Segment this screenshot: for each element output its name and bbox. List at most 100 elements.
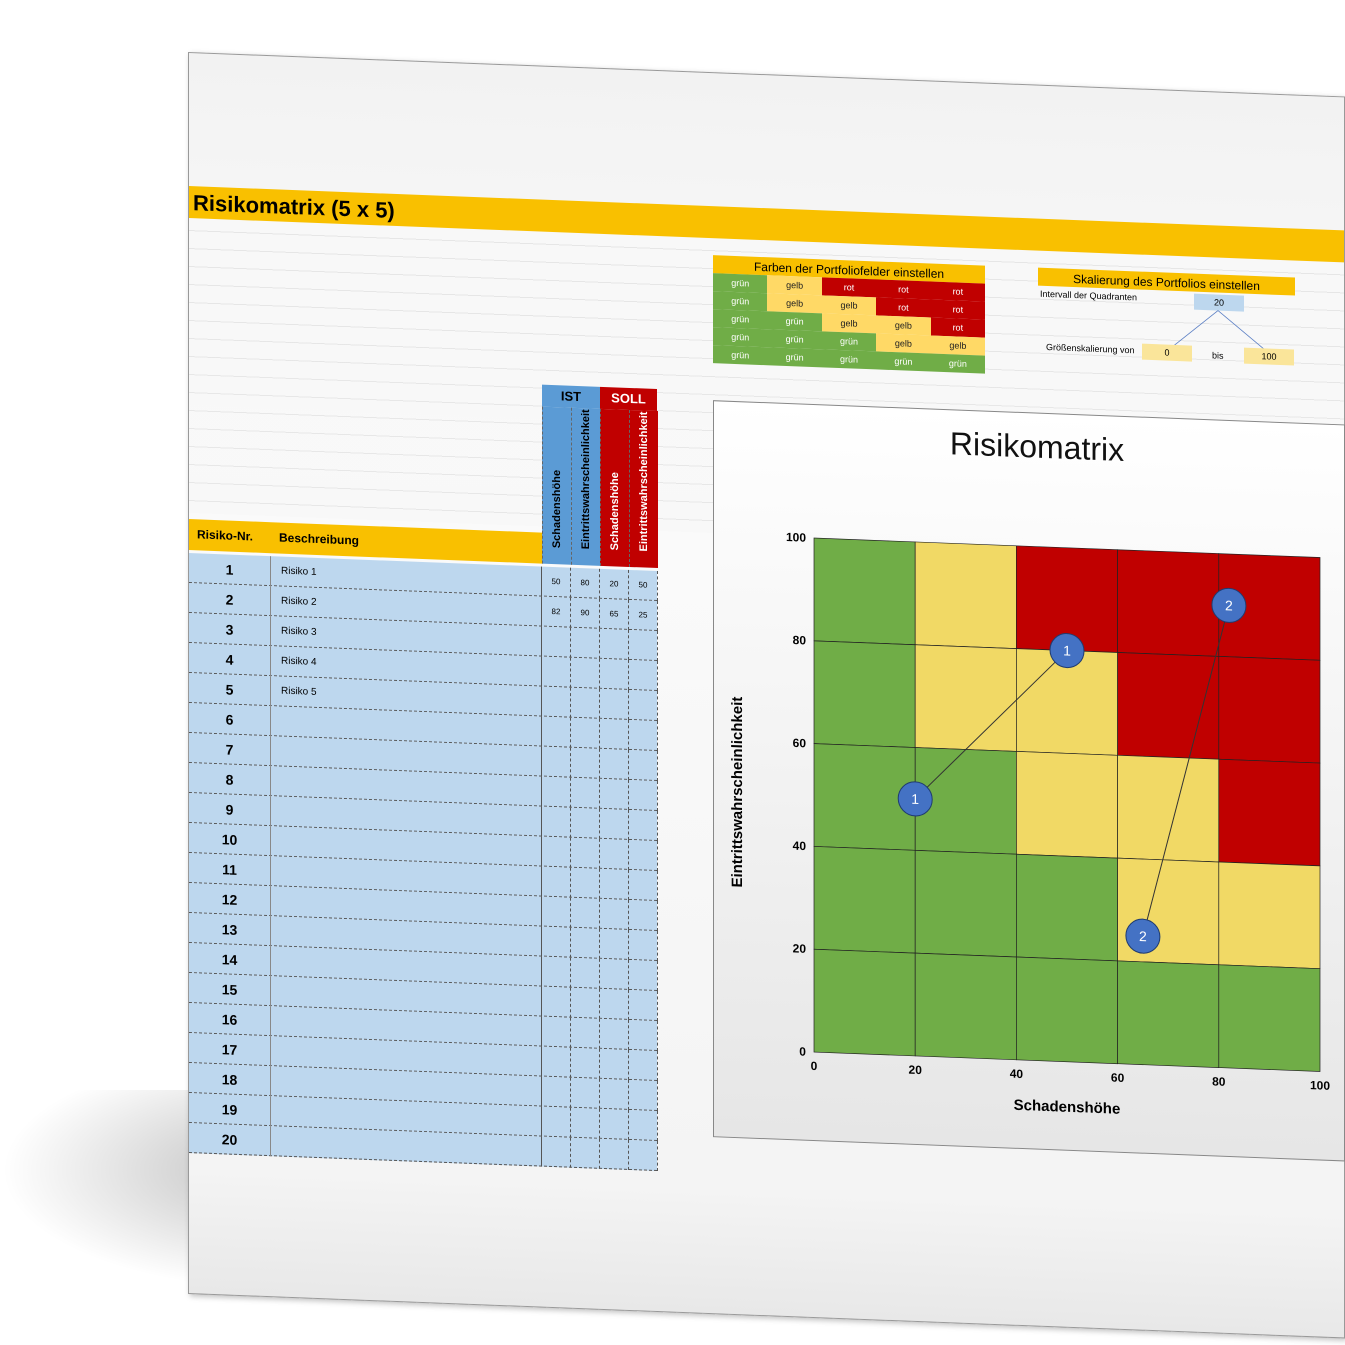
cell-nr[interactable]: 5: [189, 673, 271, 707]
cell-soll_s[interactable]: [600, 718, 629, 750]
color-cell[interactable]: rot: [876, 297, 931, 318]
cell-ist_s[interactable]: [542, 656, 571, 688]
color-cell[interactable]: rot: [821, 277, 877, 298]
color-cell[interactable]: rot: [876, 279, 931, 300]
cell-soll_s[interactable]: [600, 1048, 629, 1080]
cell-soll_s[interactable]: [600, 958, 629, 990]
cell-ist_s[interactable]: [542, 1046, 571, 1078]
color-cell[interactable]: grün: [821, 331, 877, 352]
cell-nr[interactable]: 6: [189, 703, 271, 737]
cell-ist_s[interactable]: [542, 956, 571, 988]
color-cell[interactable]: rot: [930, 299, 986, 320]
cell-soll_s[interactable]: [600, 688, 629, 720]
color-cell[interactable]: grün: [713, 309, 768, 330]
cell-ist_s[interactable]: [542, 896, 571, 928]
color-cell[interactable]: gelb: [876, 333, 931, 354]
cell-nr[interactable]: 11: [189, 853, 271, 887]
cell-nr[interactable]: 16: [189, 1003, 271, 1037]
cell-nr[interactable]: 12: [189, 883, 271, 917]
cell-soll_w[interactable]: 25: [629, 599, 658, 632]
color-cell[interactable]: grün: [713, 273, 768, 294]
cell-soll_s[interactable]: [600, 1138, 629, 1170]
cell-soll_s[interactable]: 20: [600, 568, 629, 600]
color-cell[interactable]: grün: [713, 291, 768, 312]
cell-ist_w[interactable]: [571, 927, 600, 959]
cell-ist_s[interactable]: [542, 776, 571, 808]
cell-ist_s[interactable]: [542, 746, 571, 778]
cell-ist_s[interactable]: [542, 1136, 571, 1168]
cell-soll_s[interactable]: [600, 928, 629, 960]
cell-soll_w[interactable]: [629, 899, 658, 932]
cell-ist_w[interactable]: [571, 1017, 600, 1049]
color-cell[interactable]: grün: [876, 351, 931, 372]
cell-nr[interactable]: 2: [189, 583, 271, 617]
cell-nr[interactable]: 19: [189, 1093, 271, 1127]
cell-nr[interactable]: 18: [189, 1063, 271, 1097]
cell-ist_w[interactable]: [571, 1077, 600, 1109]
color-cell[interactable]: grün: [930, 353, 986, 374]
cell-ist_w[interactable]: [571, 807, 600, 839]
cell-soll_w[interactable]: [629, 629, 658, 662]
scale-from-input[interactable]: 0: [1142, 343, 1192, 362]
cell-ist_w[interactable]: 90: [571, 597, 600, 629]
color-cell[interactable]: grün: [713, 327, 768, 348]
cell-ist_w[interactable]: [571, 1137, 600, 1169]
cell-ist_w[interactable]: [571, 717, 600, 749]
scale-to-input[interactable]: 100: [1244, 347, 1294, 366]
cell-ist_w[interactable]: [571, 867, 600, 899]
cell-ist_w[interactable]: [571, 777, 600, 809]
cell-nr[interactable]: 20: [189, 1123, 271, 1157]
cell-ist_w[interactable]: [571, 627, 600, 659]
cell-soll_w[interactable]: [629, 749, 658, 782]
cell-ist_s[interactable]: [542, 986, 571, 1018]
color-cell[interactable]: rot: [930, 281, 986, 302]
cell-soll_s[interactable]: [600, 808, 629, 840]
cell-nr[interactable]: 3: [189, 613, 271, 647]
cell-ist_s[interactable]: [542, 1106, 571, 1138]
cell-soll_w[interactable]: [629, 659, 658, 692]
cell-ist_s[interactable]: [542, 716, 571, 748]
cell-ist_s[interactable]: [542, 1016, 571, 1048]
cell-soll_s[interactable]: [600, 898, 629, 930]
cell-ist_s[interactable]: [542, 926, 571, 958]
cell-soll_w[interactable]: [629, 1079, 658, 1112]
cell-soll_s[interactable]: [600, 838, 629, 870]
cell-ist_s[interactable]: [542, 686, 571, 718]
color-cell[interactable]: rot: [930, 317, 986, 338]
cell-ist_w[interactable]: [571, 687, 600, 719]
cell-ist_w[interactable]: [571, 987, 600, 1019]
cell-nr[interactable]: 8: [189, 763, 271, 797]
color-cell[interactable]: gelb: [930, 335, 986, 356]
cell-ist_s[interactable]: 82: [542, 596, 571, 628]
cell-nr[interactable]: 4: [189, 643, 271, 677]
cell-soll_s[interactable]: [600, 1108, 629, 1140]
cell-soll_s[interactable]: [600, 988, 629, 1020]
cell-soll_s[interactable]: [600, 1018, 629, 1050]
cell-nr[interactable]: 13: [189, 913, 271, 947]
cell-soll_s[interactable]: [600, 778, 629, 810]
cell-nr[interactable]: 15: [189, 973, 271, 1007]
color-cell[interactable]: grün: [767, 311, 822, 332]
cell-ist_s[interactable]: [542, 866, 571, 898]
cell-nr[interactable]: 1: [189, 553, 271, 587]
cell-ist_w[interactable]: [571, 747, 600, 779]
cell-ist_s[interactable]: [542, 1076, 571, 1108]
cell-soll_w[interactable]: [629, 1019, 658, 1052]
cell-soll_s[interactable]: [600, 1078, 629, 1110]
cell-soll_w[interactable]: 50: [629, 569, 658, 602]
cell-ist_w[interactable]: 80: [571, 567, 600, 599]
cell-ist_w[interactable]: [571, 957, 600, 989]
cell-soll_w[interactable]: [629, 929, 658, 962]
cell-ist_w[interactable]: [571, 1107, 600, 1139]
cell-soll_s[interactable]: [600, 658, 629, 690]
cell-soll_s[interactable]: 65: [600, 598, 629, 630]
cell-soll_w[interactable]: [629, 779, 658, 812]
cell-soll_s[interactable]: [600, 628, 629, 660]
cell-nr[interactable]: 9: [189, 793, 271, 827]
cell-soll_w[interactable]: [629, 719, 658, 752]
cell-soll_s[interactable]: [600, 748, 629, 780]
cell-ist_s[interactable]: [542, 626, 571, 658]
cell-soll_w[interactable]: [629, 1109, 658, 1142]
cell-soll_w[interactable]: [629, 1139, 658, 1172]
cell-soll_s[interactable]: [600, 868, 629, 900]
